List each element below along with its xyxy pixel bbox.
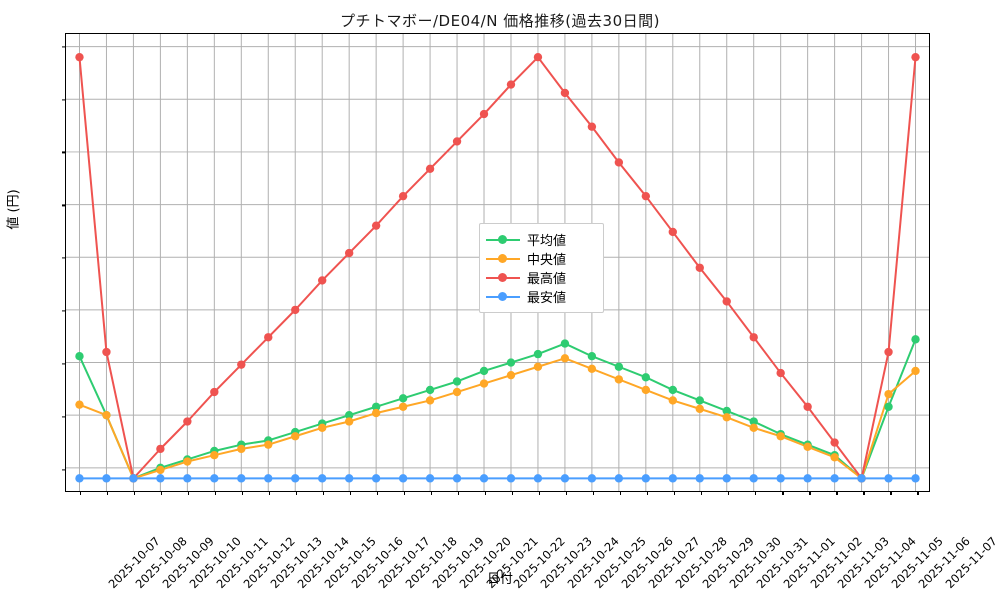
x-tick-mark	[457, 491, 460, 495]
x-tick-mark	[376, 491, 379, 495]
legend-item-3[interactable]: 最高値	[486, 268, 595, 287]
x-tick-mark	[701, 491, 703, 495]
chart-title: プチトマボー/DE04/N 価格推移(過去30日間)	[339, 12, 660, 30]
legend-marker-icon	[486, 290, 520, 304]
x-tick-mark	[755, 491, 757, 495]
x-tick-mark	[890, 491, 892, 495]
legend-marker-icon	[486, 252, 520, 266]
x-tick-mark	[430, 491, 433, 495]
x-tick-mark	[863, 491, 865, 495]
legend-label: 中央値	[527, 253, 567, 268]
x-tick-mark	[349, 491, 352, 495]
x-tick-mark	[322, 491, 324, 495]
x-tick-mark	[79, 491, 81, 495]
x-tick-mark	[728, 491, 730, 495]
x-tick-mark	[160, 491, 162, 495]
legend-label: 平均値	[527, 234, 567, 249]
legend-marker-icon	[486, 271, 520, 285]
data-series-layer	[75, 52, 920, 483]
legend-label: 最高値	[527, 272, 567, 287]
y-tick-mark	[62, 204, 66, 206]
x-tick-mark	[106, 491, 108, 495]
x-tick-mark	[836, 491, 838, 495]
x-axis-label: 日付	[486, 572, 513, 587]
y-tick-mark	[62, 151, 66, 154]
x-tick-mark	[566, 491, 568, 495]
x-tick-mark	[187, 491, 189, 495]
y-tick-mark	[62, 98, 66, 101]
y-tick-mark	[62, 416, 66, 418]
x-tick-mark	[620, 491, 622, 495]
y-axis-label: 値 (円)	[6, 189, 22, 230]
legend-item-2[interactable]: 中央値	[486, 249, 595, 268]
legend-marker-icon	[486, 233, 520, 247]
y-tick-mark	[62, 257, 66, 259]
x-tick-mark	[484, 491, 487, 495]
x-tick-mark	[593, 491, 595, 495]
x-tick-mark	[295, 491, 297, 495]
x-tick-mark	[809, 491, 811, 495]
x-tick-mark	[782, 491, 784, 495]
y-tick-mark	[62, 310, 66, 312]
x-tick-mark	[512, 491, 514, 495]
chart-legend: 平均値中央値最高値最安値	[479, 223, 604, 313]
y-tick-mark	[62, 363, 66, 365]
x-tick-mark	[647, 491, 649, 495]
x-tick-mark	[674, 491, 676, 495]
legend-item-4[interactable]: 最安値	[486, 287, 595, 306]
x-tick-mark	[268, 491, 270, 495]
y-tick-mark	[62, 469, 66, 471]
y-tick-mark	[62, 46, 66, 48]
x-tick-mark	[403, 491, 406, 495]
legend-item-1[interactable]: 平均値	[486, 230, 595, 249]
x-tick-mark	[539, 491, 541, 495]
legend-label: 最安値	[527, 291, 567, 306]
x-tick-mark	[241, 491, 243, 495]
x-tick-mark	[917, 491, 919, 495]
x-tick-mark	[133, 491, 135, 495]
x-tick-mark	[214, 491, 216, 495]
